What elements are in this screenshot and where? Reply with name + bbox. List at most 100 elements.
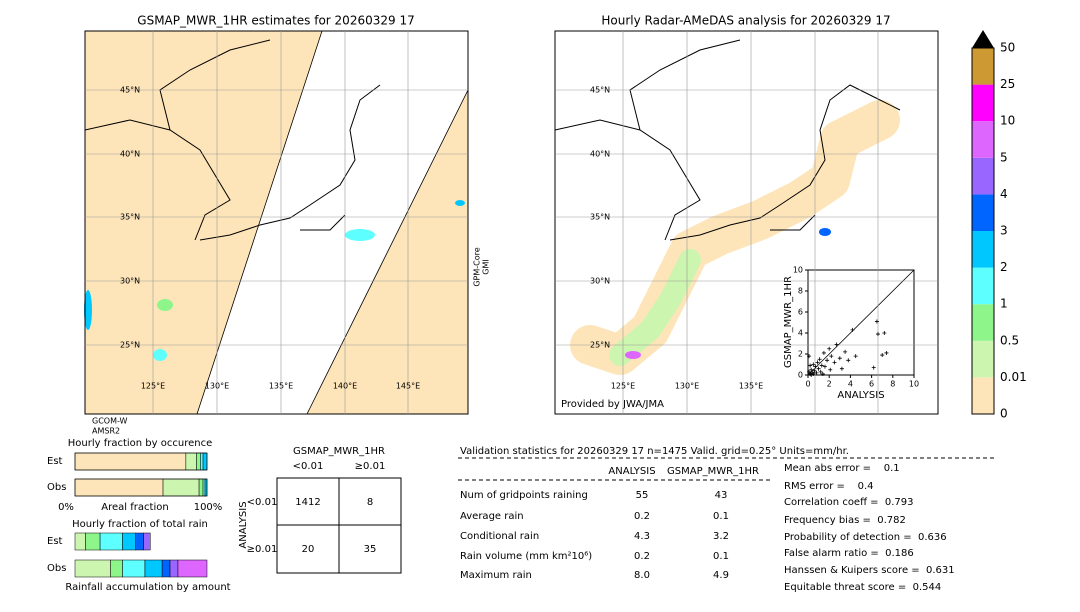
- scatter-point: [807, 369, 812, 374]
- panel-footer: Rainfall accumulation by amount: [65, 582, 230, 593]
- colorbar-label: 4: [1000, 187, 1008, 201]
- fraction-segment: [143, 532, 151, 551]
- row-header: ≥0.01: [247, 544, 278, 555]
- stat-value: 55: [636, 490, 649, 501]
- axis-label: Areal fraction: [101, 502, 168, 513]
- fraction-segment: [99, 532, 123, 551]
- colorbar-label: 10: [1000, 114, 1015, 128]
- sensor-label: GMI: [482, 259, 491, 274]
- lat-label: 25°N: [590, 341, 610, 350]
- score: Probability of detection = 0.636: [784, 532, 947, 543]
- scatter-point: [816, 366, 821, 371]
- colorbar-segment: [972, 231, 994, 268]
- lat-label: 30°N: [590, 277, 610, 286]
- lon-label: 135°E: [739, 382, 763, 391]
- map-title: Hourly Radar-AMeDAS analysis for 2026032…: [601, 14, 890, 28]
- sensor-label: GPM-Core: [473, 247, 482, 286]
- x-tick-label: 6: [869, 380, 874, 389]
- scatter-point: [811, 362, 816, 367]
- colorbar-label: 0: [1000, 407, 1008, 421]
- lon-label: 140°E: [333, 382, 357, 391]
- col-header: <0.01: [293, 461, 324, 472]
- cell: 20: [302, 544, 315, 555]
- lat-label: 40°N: [590, 150, 610, 159]
- stat-label: Rain volume (mm km²10⁶): [460, 551, 592, 562]
- stat-value: 0.2: [634, 511, 650, 522]
- cell: 8: [367, 497, 373, 508]
- colorbar-label: 50: [1000, 41, 1015, 55]
- colorbar-label: 2: [1000, 260, 1008, 274]
- scatter-point: [880, 353, 885, 358]
- scatter-point: [827, 346, 832, 351]
- col-header: ANALYSIS: [608, 466, 655, 477]
- lon-label: 145°E: [396, 382, 420, 391]
- scatter-point: [819, 363, 824, 368]
- fraction-segment: [161, 559, 171, 578]
- rain-area: [625, 351, 641, 359]
- row-title: ANALYSIS: [238, 501, 249, 548]
- score: RMS error = 0.4: [784, 481, 874, 492]
- colorbar-segment: [972, 340, 994, 378]
- scatter-point: [832, 360, 837, 365]
- score: False alarm ratio = 0.186: [784, 548, 914, 559]
- stat-label: Maximum rain: [460, 570, 532, 581]
- scatter-point: [815, 360, 820, 365]
- colorbar-segment: [972, 157, 994, 195]
- map-frame: [84, 30, 469, 415]
- scatter-point: [817, 357, 822, 362]
- sensor-label: AMSR2: [92, 427, 120, 436]
- lon-label: 125°E: [611, 382, 635, 391]
- colorbar-label: 0.01: [1000, 370, 1027, 384]
- colorbar-segment: [972, 304, 994, 341]
- y-tick-label: 8: [798, 287, 803, 296]
- stat-value: 8.0: [634, 570, 650, 581]
- scatter-point: [808, 363, 813, 368]
- stat-value: 43: [715, 490, 728, 501]
- rain-area: [84, 290, 92, 330]
- scatter-point: [882, 331, 887, 335]
- y-tick-label: 6: [798, 308, 803, 317]
- fraction-segment: [74, 478, 164, 497]
- diagonal: [807, 269, 915, 376]
- scatter-point: [884, 350, 889, 355]
- scatter-point: [807, 354, 812, 359]
- axis-label: 0%: [58, 502, 74, 513]
- x-tick-label: 2: [827, 380, 832, 389]
- scatter-point: [812, 368, 817, 373]
- lat-label: 35°N: [590, 213, 610, 222]
- rain-area: [819, 228, 831, 236]
- colorbar-segment: [972, 84, 994, 122]
- scatter-point: [839, 366, 844, 371]
- lat-label: 40°N: [120, 150, 140, 159]
- fraction-segment: [185, 452, 197, 471]
- stat-label: Average rain: [460, 511, 524, 522]
- y-tick-label: 4: [798, 329, 803, 338]
- fraction-segment: [144, 559, 163, 578]
- y-tick-label: 2: [798, 350, 803, 359]
- bar-frame: [74, 478, 208, 497]
- stat-value: 4.3: [634, 531, 650, 542]
- scatter-point: [809, 373, 814, 377]
- stat-value: 0.1: [713, 511, 729, 522]
- score: Correlation coeff = 0.793: [784, 497, 914, 508]
- stat-value: 0.2: [634, 551, 650, 562]
- lat-label: 25°N: [120, 341, 140, 350]
- fraction-segment: [85, 532, 101, 551]
- fraction-segment: [122, 559, 146, 578]
- row-header: <0.01: [247, 497, 278, 508]
- coastline: [554, 39, 901, 241]
- rain-area: [609, 249, 701, 366]
- row-label: Obs: [47, 563, 66, 574]
- score: Frequency bias = 0.782: [784, 515, 906, 526]
- cell: 35: [364, 544, 377, 555]
- colorbar-label: 25: [1000, 77, 1015, 91]
- lat-label: 30°N: [120, 277, 140, 286]
- row-label: Est: [47, 536, 63, 547]
- row-label: Est: [47, 456, 63, 467]
- y-tick-label: 0: [798, 371, 803, 380]
- colorbar-segment: [972, 48, 994, 85]
- colorbar-label: 3: [1000, 224, 1008, 238]
- colorbar-extend: [972, 30, 994, 48]
- scatter-point: [829, 354, 834, 359]
